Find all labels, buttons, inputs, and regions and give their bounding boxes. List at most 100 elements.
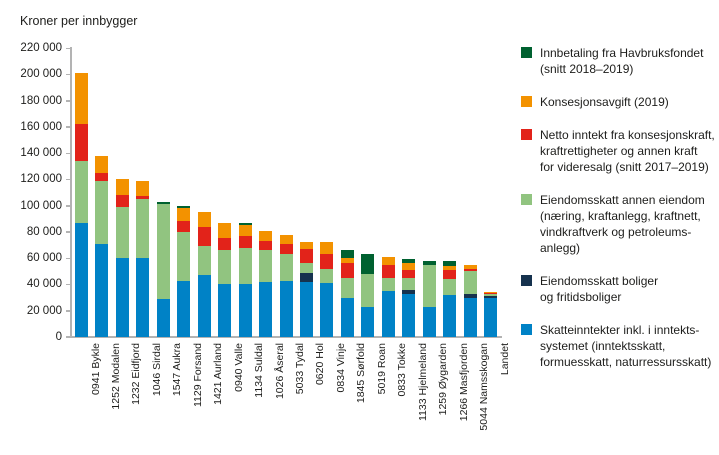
eiendomsskatt-boliger-swatch-icon [521,275,532,286]
bar-segment-red [484,292,497,294]
konsesjonskraft-swatch-icon [521,129,532,140]
y-tick-label: 160 000 [20,120,62,133]
bar-segment-black [484,295,497,298]
bar-segment-orange [136,180,150,197]
bar-segment-orange [115,179,129,196]
bar-segment-orange [484,292,497,294]
bar-segment-orange [340,258,354,264]
bar-segment-orange [197,212,211,227]
bar-segment-blue [197,275,211,337]
x-category-label: 1046 Sirdal [150,343,163,397]
y-tick-label: 60 000 [26,252,62,265]
bar-segment-blue [156,298,170,337]
x-category-label: 1259 Øygarden [437,343,450,416]
bar-segment-light_green [259,250,273,282]
legend-item-konsesjonsavgift: Konsesjonsavgift (2019) [521,94,717,110]
bar-segment-red [381,264,395,278]
legend-item-eiendomsskatt-annen: Eiendomsskatt annen eiendom (næring, kra… [521,192,717,256]
x-category-label: 5044 Namsskogan [478,343,491,431]
x-category-label: 1026 Åseral [273,343,286,400]
bar-segment-red [177,221,191,232]
bar-segment-light_green [136,199,150,259]
bar-segment-blue [75,222,88,337]
legend: Innbetaling fra Havbruksfondet (snitt 20… [521,45,717,387]
bar-segment-blue [463,297,477,337]
bar-segment-light_green [238,247,252,285]
bar-segment-light_green [218,250,232,285]
bar-segment-orange [218,222,232,239]
skatteinntekter-swatch-icon [521,324,532,335]
bar-segment-blue [484,297,497,337]
bar-segment-red [218,238,232,251]
bar-segment-light_green [463,271,477,294]
bar-segment-blue [299,281,313,337]
bar-segment-light_green [443,279,457,295]
x-category-label: 5033 Tydal [294,343,306,395]
y-tick-label: 140 000 [20,147,62,160]
bar-segment-red [75,124,88,161]
bar-segment-orange [238,225,252,236]
konsesjonsavgift-swatch-icon [521,96,532,107]
x-category-label: 1421 Aurland [212,343,225,405]
bar-segment-dark_green [402,259,416,264]
x-category-label: 0940 Valle [232,343,245,392]
y-tick-label: 180 000 [20,94,62,107]
legend-label-skatteinntekter: Skatteinntekter inkl. i inntekts- system… [540,323,712,369]
bar-segment-red [279,243,293,255]
bar-segment-light_green [381,277,395,291]
y-tick-mark [66,257,70,260]
x-category-label: 0620 Hol [314,343,327,386]
bar-segment-black [463,293,477,298]
bar-segment-orange [443,266,457,270]
eiendomsskatt-annen-swatch-icon [521,194,532,205]
y-tick-mark [66,310,70,312]
bar-segment-orange [95,155,109,173]
y-tick-label: 80 000 [26,225,62,238]
bar-segment-orange [299,242,313,249]
bar-segment-dark_green [177,205,191,209]
y-axis-line [70,47,72,338]
x-category-label: 0833 Tokke [396,343,409,397]
bar-segment-blue [259,281,273,337]
bar-segment-light_green [115,206,129,259]
bar-segment-red [299,248,313,264]
y-tick-mark [66,178,70,181]
legend-label-eiendomsskatt-boliger: Eiendomsskatt boliger og fritidsboliger [540,274,659,304]
y-tick-mark [66,231,70,233]
legend-item-havbruksfondet: Innbetaling fra Havbruksfondet (snitt 20… [521,45,717,77]
havbruksfondet-swatch-icon [521,47,532,58]
x-category-label: 0834 Vinje [334,343,347,393]
bar-segment-light_green [422,264,436,307]
legend-label-konsesjonsavgift: Konsesjonsavgift (2019) [540,95,669,109]
bar-segment-light_green [75,160,88,223]
x-category-label: 5019 Roan [375,343,388,395]
x-category-label: 1266 Masfjorden [457,343,470,422]
bar-segment-red [259,241,273,251]
bar-segment-red [197,226,211,247]
bar-segment-dark_green [238,222,252,226]
y-tick-label: 20 000 [26,304,62,317]
bar-segment-blue [238,284,252,337]
bar-segment-dark_green [422,260,436,265]
y-tick-mark [66,100,70,102]
bar-segment-orange [279,234,293,244]
y-tick-label: 100 000 [20,199,62,212]
y-tick-mark [66,126,70,128]
bar-segment-blue [340,297,354,337]
x-category-label: 1129 Forsand [191,343,204,408]
y-tick-mark [66,73,70,76]
x-category-label: 1133 Hjelmeland [416,343,429,422]
bar-segment-red [443,270,457,280]
bar-segment-light_green [197,246,211,276]
bar-segment-blue [279,280,293,337]
bar-segment-blue [218,284,232,337]
bar-segment-light_green [156,204,170,299]
bar-segment-blue [177,280,191,337]
y-tick-mark [66,47,70,49]
x-category-label: 1134 Suldal [253,343,266,398]
x-category-label: 1547 Aukra [171,343,184,397]
bar-segment-orange [320,242,334,255]
legend-label-konsesjonskraft: Netto inntekt fra konsesjonskraft, kraft… [540,128,715,174]
bar-segment-light_green [95,180,109,244]
legend-item-eiendomsskatt-boliger: Eiendomsskatt boliger og fritidsboliger [521,273,717,305]
